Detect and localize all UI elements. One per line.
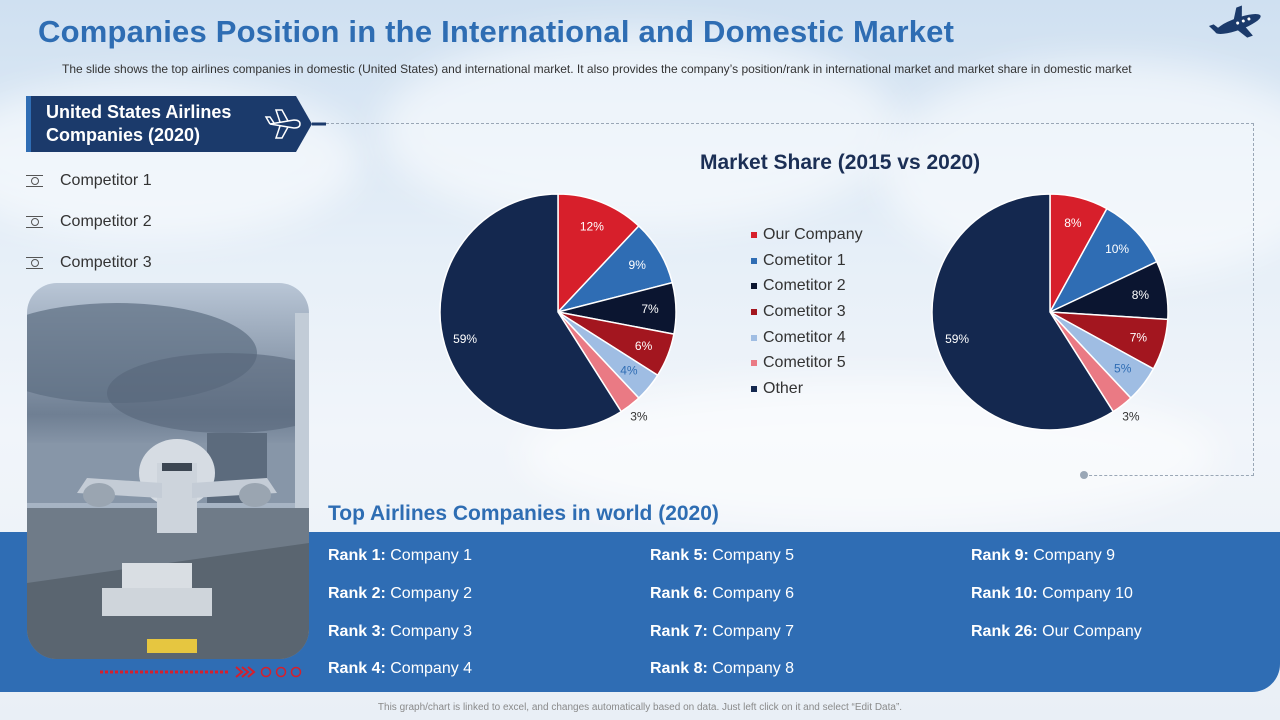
- frame-divider: [1084, 475, 1254, 476]
- top-airlines-heading: Top Airlines Companies in world (2020): [328, 502, 719, 525]
- pie-data-label: 3%: [1122, 409, 1140, 423]
- footer-note: This graph/chart is linked to excel, and…: [377, 702, 903, 713]
- rank-item: Rank 8: Company 8: [650, 660, 794, 678]
- rank-number: Rank 1:: [328, 547, 386, 564]
- frame-dot: [1080, 471, 1088, 479]
- pie-data-label: 9%: [629, 258, 647, 272]
- rank-company: Our Company: [1037, 623, 1142, 640]
- legend-item: Our Company: [751, 222, 863, 248]
- pie-data-label: 7%: [1130, 331, 1148, 345]
- legend-item: Cometitor 5: [751, 350, 863, 376]
- page-title: Companies Position in the International …: [38, 14, 955, 49]
- legend-label: Cometitor 1: [763, 251, 846, 269]
- pie-data-label: 3%: [630, 409, 648, 423]
- competitor-label: Competitor 2: [60, 212, 152, 230]
- rank-item: Rank 5: Company 5: [650, 547, 794, 565]
- chart-frame: [326, 123, 1254, 476]
- airplane-icon: [1208, 5, 1261, 38]
- legend-label: Our Company: [763, 225, 863, 243]
- pie-data-label: 7%: [641, 302, 659, 316]
- legend-item: Cometitor 2: [751, 273, 863, 299]
- legend-label: Cometitor 2: [763, 277, 846, 295]
- rank-company: Company 7: [707, 623, 795, 640]
- pie-slice: [439, 193, 623, 431]
- rank-number: Rank 9:: [971, 547, 1029, 564]
- rank-item: Rank 7: Company 7: [650, 623, 794, 641]
- rank-company: Company 9: [1028, 547, 1116, 564]
- pie-data-label: 4%: [620, 364, 638, 378]
- rank-number: Rank 8:: [650, 660, 708, 677]
- pie-data-label: 59%: [453, 332, 477, 346]
- pie-slice: [557, 193, 640, 314]
- rank-number: Rank 10:: [971, 585, 1038, 602]
- us-airlines-banner: [26, 96, 326, 152]
- rank-number: Rank 6:: [650, 585, 708, 602]
- rank-company: Company 6: [707, 585, 795, 602]
- chart-title: Market Share (2015 vs 2020): [700, 151, 981, 174]
- legend-label: Other: [763, 379, 804, 397]
- legend-item: Cometitor 3: [751, 299, 863, 325]
- list-item: Competitor 3: [26, 242, 152, 283]
- bullet-icon: [26, 256, 43, 269]
- legend-swatch: [751, 308, 757, 315]
- pie-data-label: 59%: [945, 332, 969, 346]
- rank-item: Rank 4: Company 4: [328, 660, 472, 678]
- list-item: Competitor 1: [26, 160, 152, 201]
- rank-company: Company 5: [707, 547, 795, 564]
- legend-label: Cometitor 3: [763, 302, 846, 320]
- bullet-icon: [26, 215, 43, 228]
- rank-item: Rank 9: Company 9: [971, 547, 1115, 565]
- pie-chart-2020: 8% 10% 8% 7% 5% 3% 59%: [931, 193, 1169, 431]
- rank-company: Company 3: [385, 623, 473, 640]
- legend-swatch: [751, 231, 757, 238]
- pie-chart-2015: 12% 9% 7% 6% 4% 3% 59%: [439, 193, 677, 431]
- pie-slice: [1048, 207, 1158, 314]
- rank-company: Company 8: [707, 660, 795, 677]
- us-airlines-heading: United States Airlines Companies (2020): [46, 102, 232, 145]
- rank-company: Company 1: [385, 547, 473, 564]
- rank-item: Rank 3: Company 3: [328, 623, 472, 641]
- legend-swatch: [751, 283, 757, 290]
- legend-swatch: [751, 360, 757, 367]
- rank-number: Rank 5:: [650, 547, 708, 564]
- pie-data-label: 12%: [580, 219, 604, 233]
- airport-photo: [27, 283, 309, 659]
- rank-number: Rank 2:: [328, 585, 386, 602]
- rank-item: Rank 1: Company 1: [328, 547, 472, 565]
- legend-label: Cometitor 5: [763, 354, 846, 372]
- rank-company: Company 10: [1037, 585, 1133, 602]
- rank-item: Rank 6: Company 6: [650, 585, 794, 603]
- legend-item: Cometitor 4: [751, 325, 863, 351]
- decorative-progress-icon: [100, 666, 302, 678]
- rank-company: Company 4: [385, 660, 473, 677]
- legend-swatch: [751, 334, 757, 341]
- rank-item: Rank 26: Our Company: [971, 623, 1142, 641]
- pie-data-label: 8%: [1132, 288, 1150, 302]
- legend-swatch: [751, 385, 757, 392]
- rank-item: Rank 2: Company 2: [328, 585, 472, 603]
- bullet-icon: [26, 174, 43, 187]
- pie-data-label: 5%: [1114, 361, 1132, 375]
- pie-data-label: 10%: [1105, 242, 1129, 256]
- rank-number: Rank 26:: [971, 623, 1038, 640]
- pie-data-label: 6%: [635, 339, 653, 353]
- rank-number: Rank 4:: [328, 660, 386, 677]
- competitor-label: Competitor 1: [60, 171, 152, 189]
- competitor-label: Competitor 3: [60, 253, 152, 271]
- chart-legend: Our Company Cometitor 1 Cometitor 2 Cometit…: [751, 222, 863, 402]
- legend-label: Cometitor 4: [763, 328, 846, 346]
- pie-data-label: 8%: [1064, 216, 1082, 230]
- legend-item: Other: [751, 376, 863, 402]
- rank-number: Rank 3:: [328, 623, 386, 640]
- rank-item: Rank 10: Company 10: [971, 585, 1133, 603]
- slide-subtitle: The slide shows the top airlines compani…: [62, 62, 1132, 76]
- legend-item: Cometitor 1: [751, 248, 863, 274]
- rank-company: Company 2: [385, 585, 473, 602]
- rank-number: Rank 7:: [650, 623, 708, 640]
- list-item: Competitor 2: [26, 201, 152, 242]
- legend-swatch: [751, 257, 757, 264]
- pie-slice: [931, 193, 1115, 431]
- competitor-list: Competitor 1 Competitor 2 Competitor 3: [26, 160, 152, 283]
